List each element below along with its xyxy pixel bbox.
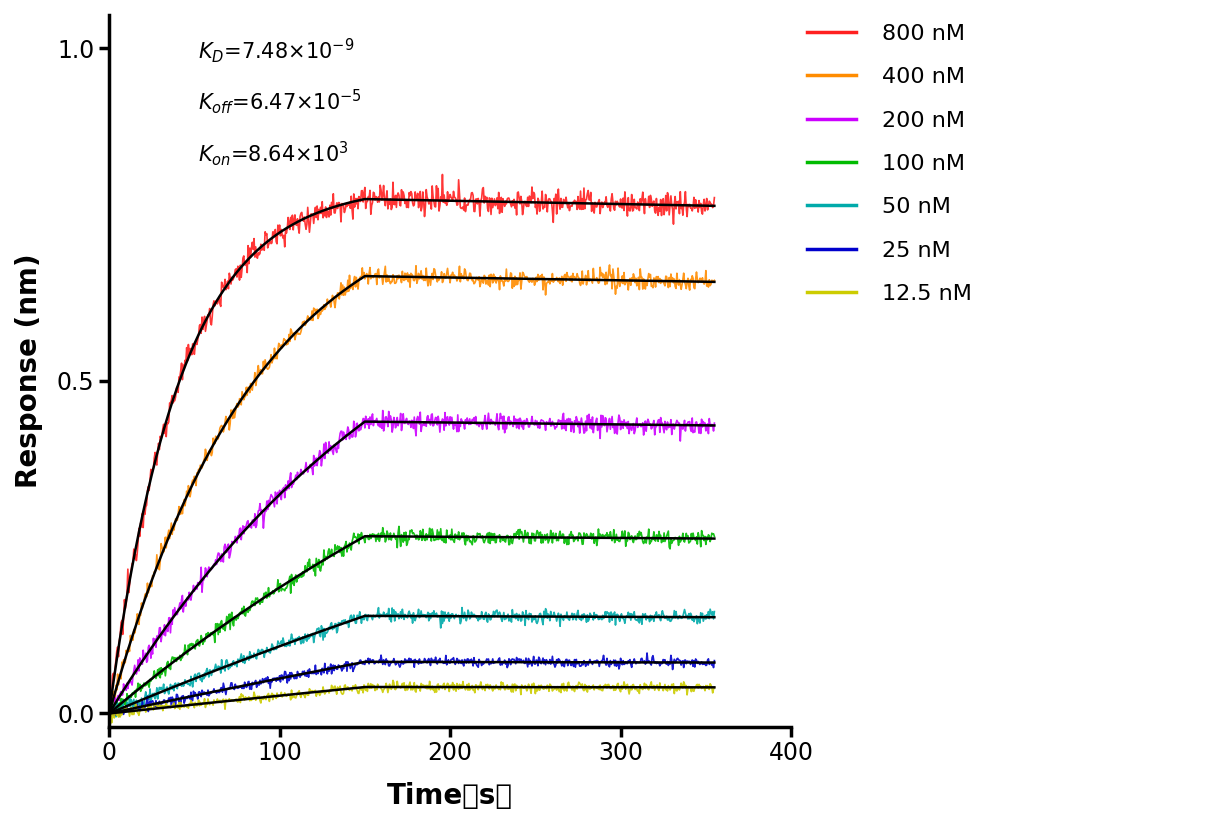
Text: $K_{D}$=7.48×10$^{-9}$
$K_{off}$=6.47×10$^{-5}$
$K_{on}$=8.64×10$^{3}$: $K_{D}$=7.48×10$^{-9}$ $K_{off}$=6.47×10… <box>197 36 362 167</box>
Legend: 800 nM, 400 nM, 200 nM, 100 nM, 50 nM, 25 nM, 12.5 nM: 800 nM, 400 nM, 200 nM, 100 nM, 50 nM, 2… <box>798 15 982 313</box>
X-axis label: Time（s）: Time（s） <box>387 782 513 810</box>
Y-axis label: Response (nm): Response (nm) <box>15 253 43 488</box>
